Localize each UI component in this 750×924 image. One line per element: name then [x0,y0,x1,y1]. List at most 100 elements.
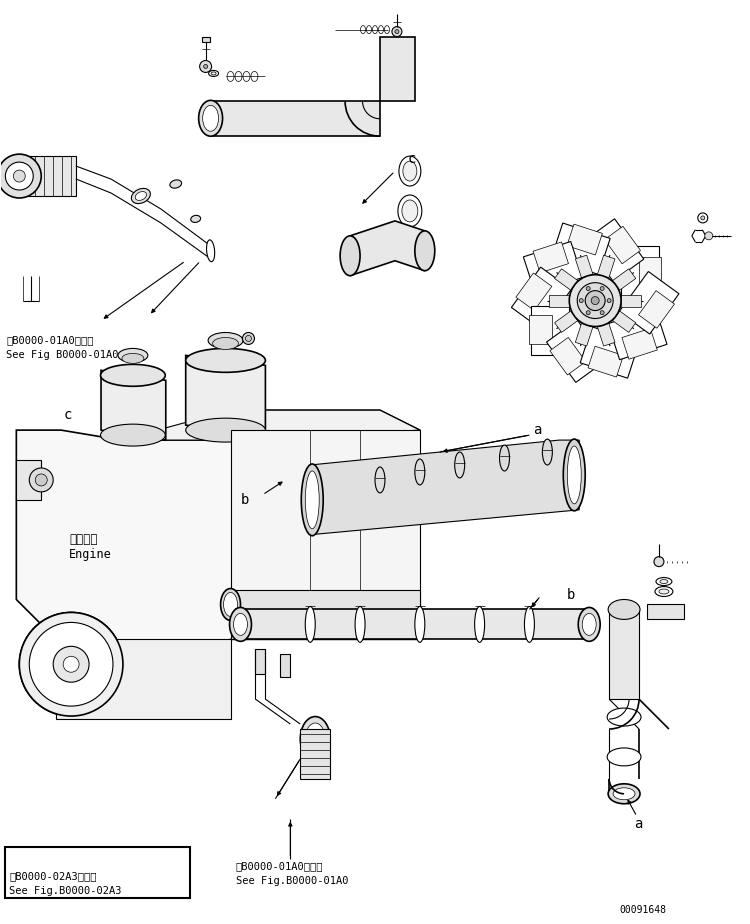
Circle shape [586,286,590,290]
Ellipse shape [122,353,144,363]
Polygon shape [567,225,602,255]
Polygon shape [584,219,644,281]
Ellipse shape [190,215,200,223]
Circle shape [600,310,604,315]
Circle shape [578,283,613,319]
Ellipse shape [230,607,251,641]
Polygon shape [598,323,615,346]
Polygon shape [554,311,578,333]
Polygon shape [604,226,640,263]
Ellipse shape [208,333,243,348]
Ellipse shape [135,191,146,201]
Polygon shape [300,729,330,779]
Ellipse shape [399,156,421,186]
Circle shape [585,291,605,310]
Polygon shape [647,604,684,619]
Circle shape [13,170,26,182]
Ellipse shape [224,592,238,616]
Polygon shape [230,590,420,619]
Polygon shape [575,323,592,346]
Polygon shape [310,440,579,535]
Circle shape [53,646,89,682]
Ellipse shape [608,784,640,804]
Ellipse shape [131,188,150,203]
Polygon shape [56,639,230,719]
Polygon shape [101,371,166,440]
Circle shape [698,213,708,223]
Ellipse shape [659,589,669,594]
Polygon shape [211,102,380,136]
Polygon shape [547,320,607,383]
Ellipse shape [186,419,266,442]
Circle shape [700,216,705,220]
Polygon shape [202,37,209,42]
Ellipse shape [403,161,417,181]
Circle shape [579,298,584,302]
Polygon shape [524,241,583,293]
Circle shape [242,333,254,345]
Polygon shape [638,291,674,328]
Polygon shape [380,37,415,102]
Circle shape [53,646,89,682]
Ellipse shape [415,459,424,485]
Ellipse shape [220,589,241,620]
Polygon shape [549,295,569,307]
Circle shape [35,474,47,486]
Ellipse shape [500,445,509,471]
Circle shape [654,556,664,566]
Ellipse shape [212,337,238,349]
Circle shape [586,310,590,315]
Ellipse shape [340,236,360,275]
Circle shape [245,335,251,342]
Ellipse shape [206,240,214,261]
Ellipse shape [608,600,640,619]
Polygon shape [512,267,572,330]
Polygon shape [350,221,424,275]
Ellipse shape [475,606,484,642]
Ellipse shape [199,101,223,136]
Ellipse shape [582,614,596,636]
Ellipse shape [375,467,385,492]
Ellipse shape [300,716,330,761]
Polygon shape [516,273,552,310]
Circle shape [200,60,211,72]
Text: Engine: Engine [69,548,112,561]
Polygon shape [622,328,657,359]
Ellipse shape [211,72,216,75]
Polygon shape [533,242,568,273]
Ellipse shape [542,439,552,465]
Ellipse shape [608,708,641,726]
Polygon shape [230,430,420,639]
Ellipse shape [305,471,320,529]
Polygon shape [550,337,586,375]
Text: a: a [634,817,643,831]
Polygon shape [575,255,592,278]
Ellipse shape [355,606,365,642]
Text: c: c [408,152,416,166]
Ellipse shape [202,105,218,131]
Circle shape [591,297,599,305]
Circle shape [20,613,123,716]
Text: 第B0000-01A0図参照: 第B0000-01A0図参照 [236,861,323,871]
Circle shape [569,274,621,326]
Polygon shape [16,460,41,500]
Polygon shape [529,314,552,345]
Polygon shape [609,610,639,699]
Polygon shape [621,246,659,296]
Polygon shape [598,255,615,278]
Circle shape [705,232,712,240]
Circle shape [29,468,53,492]
Polygon shape [638,257,662,286]
Ellipse shape [655,587,673,597]
Circle shape [608,298,611,302]
Ellipse shape [402,200,418,222]
Circle shape [29,623,113,706]
Ellipse shape [567,446,581,504]
Polygon shape [280,654,290,677]
Text: b: b [566,588,574,602]
Text: b: b [241,492,249,507]
Circle shape [63,656,79,673]
Circle shape [392,27,402,37]
Polygon shape [256,650,266,675]
Ellipse shape [656,578,672,586]
